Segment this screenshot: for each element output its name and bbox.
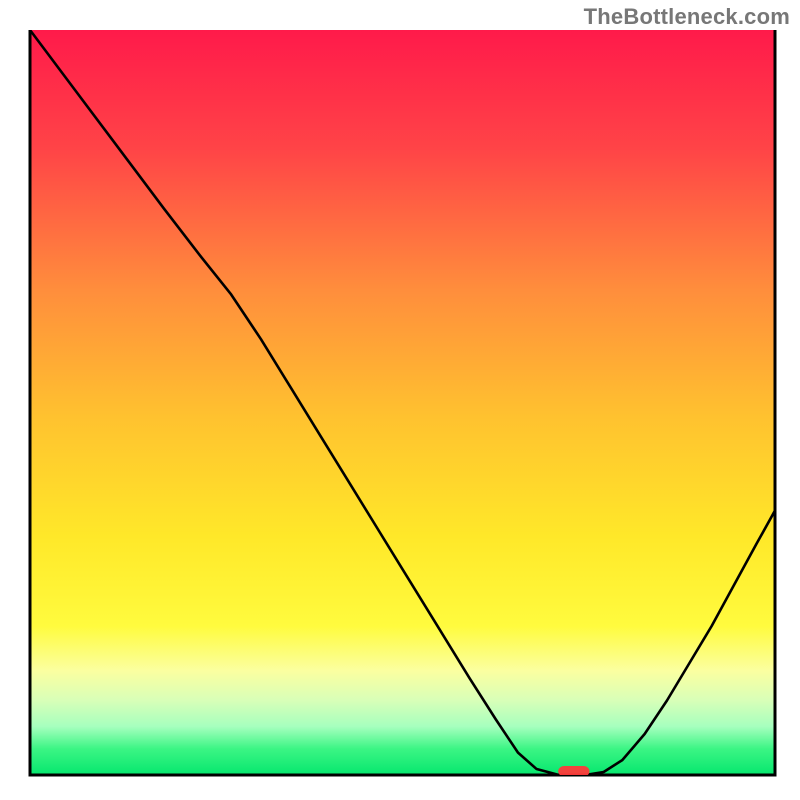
chart-container: TheBottleneck.com bbox=[0, 0, 800, 800]
plot-background bbox=[30, 30, 775, 775]
bottleneck-chart bbox=[0, 0, 800, 800]
watermark-text: TheBottleneck.com bbox=[584, 4, 790, 30]
optimal-marker bbox=[558, 766, 589, 776]
